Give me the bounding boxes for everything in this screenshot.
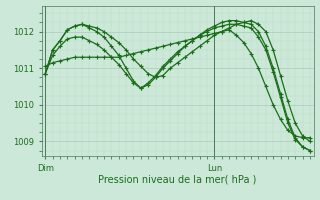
X-axis label: Pression niveau de la mer( hPa ): Pression niveau de la mer( hPa ) — [99, 174, 257, 184]
